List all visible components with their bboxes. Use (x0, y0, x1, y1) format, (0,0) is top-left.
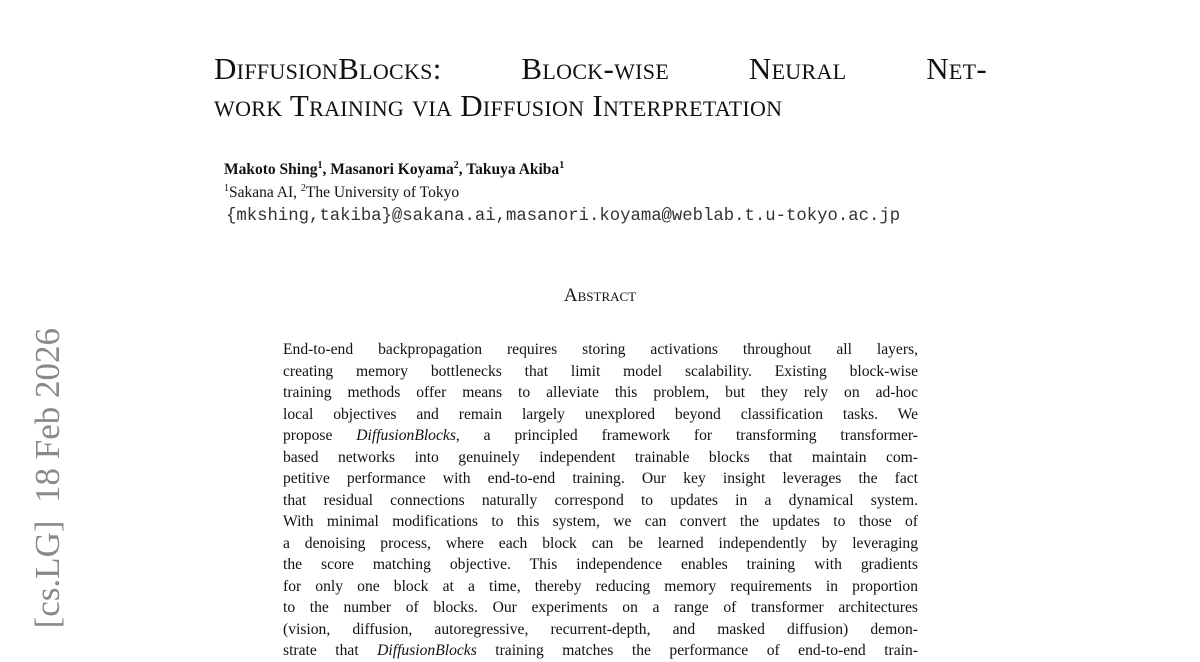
page-body: [cs.LG] 18 Feb 2026 DiffusionBlocks: Blo… (28, 50, 987, 659)
emails: {mkshing,takiba}@sakana.ai,masanori.koya… (226, 207, 901, 226)
abstract-line: petitive performance with end-to-end tra… (283, 470, 918, 487)
abstract-line: training methods offer means to alleviat… (283, 384, 918, 401)
abstract-line: a denoising process, where each block ca… (283, 534, 918, 552)
abstract-line: based networks into genuinely independen… (283, 448, 918, 466)
title-line: work Training via Diffusion Interpretati… (214, 88, 783, 123)
emphasis: DiffusionBlocks (356, 427, 456, 444)
text-run: , a principled framework for transformin… (455, 427, 918, 444)
abstract-line: End-to-end backpropagation requires stor… (283, 341, 918, 358)
affiliations: 1Sakana AI, 2The University of Tokyo (224, 184, 459, 202)
abstract-line: propose DiffusionBlocks, a principled fr… (283, 425, 918, 447)
page: Paper page { "sidebar": "[cs.LG] 18 Feb … (28, 50, 987, 659)
abstract-line: With minimal modifications to this syste… (283, 513, 918, 530)
emphasis: DiffusionBlocks (377, 642, 477, 659)
author-affiliation-mark: 1 (559, 160, 565, 171)
author-name: Takuya Akiba (466, 161, 560, 178)
affiliation-mark: 2 (300, 183, 306, 194)
abstract-line: for only one block at a time, thereby re… (283, 577, 918, 595)
affiliation-name: The University of Tokyo (305, 184, 460, 201)
author-name: Masanori Koyama (330, 161, 454, 178)
arxiv-stamp: [cs.LG] 18 Feb 2026 (28, 328, 67, 629)
abstract-line: strate that DiffusionBlocks training mat… (283, 640, 918, 662)
abstract-line: creating memory bottlenecks that limit m… (283, 362, 918, 380)
author-affiliation-mark: 1 (317, 160, 323, 171)
author-affiliation-mark: 2 (453, 160, 459, 171)
abstract-body: End-to-end backpropagation requires stor… (283, 339, 918, 662)
abstract-line: to the number of blocks. Our experiments… (283, 599, 918, 616)
affiliation-mark: 1 (224, 183, 229, 194)
abstract-heading: Abstract (563, 285, 637, 306)
author-separator: , (458, 161, 467, 178)
text-run: propose (283, 427, 357, 444)
abstract-line: the score matching objective. This indep… (283, 556, 918, 573)
author-name: Makoto Shing (224, 161, 318, 178)
abstract-line: (vision, diffusion, autoregressive, recu… (283, 620, 918, 638)
authors: Makoto Shing1, Masanori Koyama2, Takuya … (224, 161, 564, 179)
title-line: DiffusionBlocks: Block-wise Neural Net- (214, 51, 987, 86)
text-run: training matches the performance of end-… (476, 642, 918, 659)
text-run: strate that (283, 642, 378, 659)
abstract-line: local objectives and remain largely unex… (283, 405, 918, 423)
paper-title: DiffusionBlocks: Block-wise Neural Net- … (214, 50, 987, 124)
abstract-line: that residual connections naturally corr… (283, 491, 918, 509)
author-separator: , (322, 161, 331, 178)
affiliation-name: Sakana AI, (229, 184, 301, 201)
